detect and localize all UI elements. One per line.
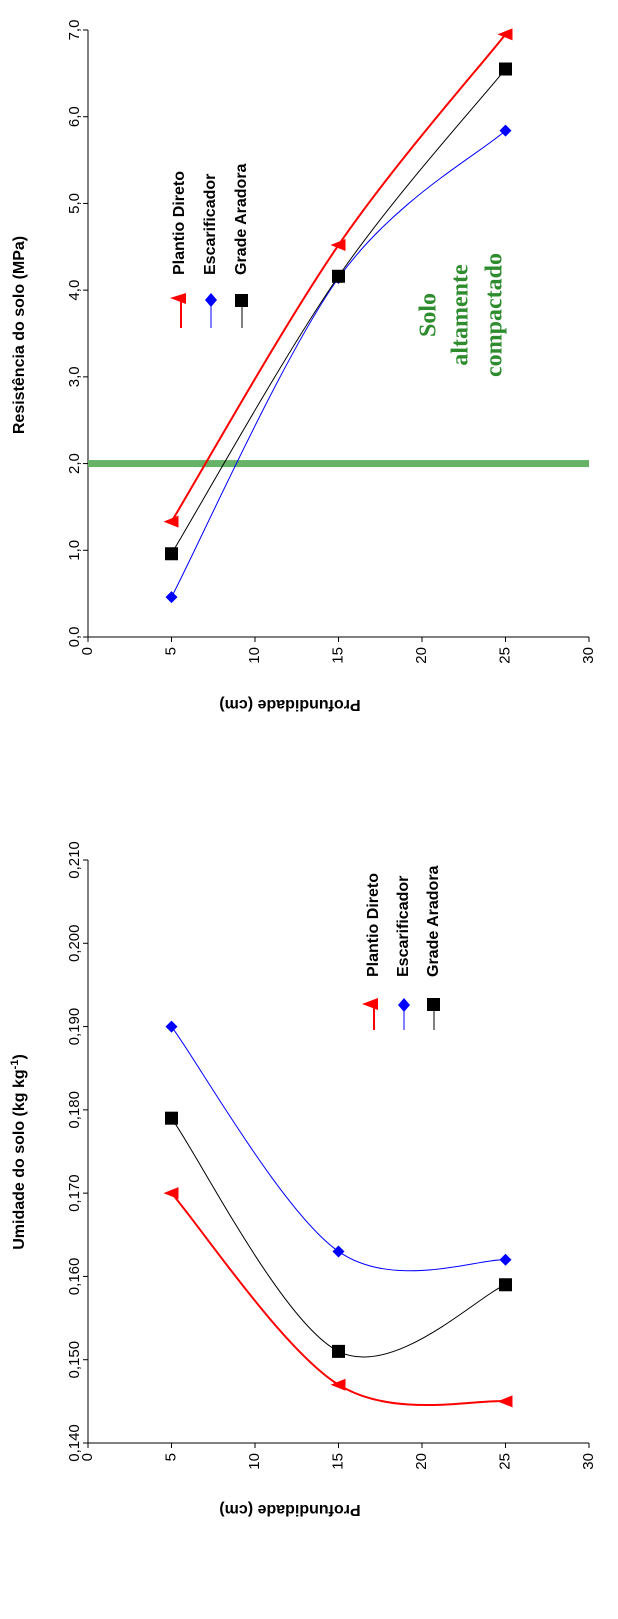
svg-text:compactado: compactado (482, 253, 508, 377)
data-point-diamond (499, 1253, 512, 1266)
data-point-square (499, 1278, 512, 1292)
legend-triangle-icon (170, 293, 186, 304)
chart-resistance: 0 5 10 15 20 25 30 0,0 1,0 2,0 3,0 4,0 5,0 6,0 7,0 Res… (11, 20, 597, 713)
data-point-triangle (330, 1378, 346, 1391)
legend-label-escarificador: Escarificador (202, 174, 219, 275)
data-point-diamond (499, 124, 512, 137)
legend-diamond-icon (398, 998, 410, 1012)
compaction-threshold-line (88, 460, 589, 468)
y-tick-label: 1,0 (66, 540, 83, 561)
y-tick-label: 0,140 (66, 1424, 83, 1462)
x-tick-label: 30 (580, 1453, 597, 1470)
data-point-square (332, 269, 345, 283)
series-line-triangle (170, 1192, 506, 1407)
chart-moisture: 0 5 10 15 20 25 30 0,140 0,150 0,160 0,170 0,180 0,1… (9, 841, 597, 1518)
x-tick-label: 15 (329, 1453, 346, 1470)
legend-diamond-icon (205, 293, 217, 307)
series-line-diamond (171, 130, 506, 598)
legend-label-escarificador: Escarificador (395, 876, 412, 977)
y-axis-title-resistance: Resistência do solo (MPa) (11, 236, 28, 434)
data-point-diamond (332, 1245, 345, 1258)
annotation-compacted-soil: Solo altamente compactado (416, 253, 508, 377)
data-point-triangle (163, 515, 179, 528)
y-tick-label: 0,200 (66, 925, 83, 963)
legend-moisture: Plantio Direto Escarificador Grade Arado… (362, 865, 442, 1030)
series-line-diamond (171, 1026, 506, 1272)
y-axis-title-moisture: Umidade do solo (kg kg-1) (9, 1054, 28, 1250)
y-tick-label: 3,0 (66, 366, 83, 387)
legend-label-grade: Grade Aradora (425, 865, 442, 977)
x-tick-label: 15 (329, 647, 346, 664)
data-point-triangle (330, 239, 346, 252)
y-tick-label: 0,210 (66, 841, 83, 879)
series-line-square (171, 1117, 506, 1358)
data-point-triangle (163, 1187, 179, 1200)
legend-square-icon (235, 294, 248, 307)
x-tick-label: 0 (79, 647, 96, 655)
svg-text:Solo: Solo (416, 293, 442, 337)
x-tick-label: 25 (496, 647, 513, 664)
y-tick-label: 7,0 (66, 20, 83, 41)
data-point-diamond (165, 1020, 178, 1033)
data-point-square (332, 1344, 345, 1358)
x-axis-title-depth: Profundidade (cm) (219, 696, 360, 713)
x-tick-label: 5 (162, 1453, 179, 1461)
x-tick-label: 20 (413, 647, 430, 664)
y-tick-label: 0,180 (66, 1091, 83, 1129)
x-tick-label: 25 (496, 1453, 513, 1470)
legend-resistance: Plantio Direto Escarificador Grade Arado… (170, 163, 250, 328)
y-tick-label: 0,160 (66, 1258, 83, 1296)
x-tick-label: 0 (79, 1453, 96, 1461)
legend-triangle-icon (362, 998, 378, 1010)
x-tick-label: 10 (246, 1453, 263, 1470)
y-tick-label: 0,0 (66, 627, 83, 648)
y-tick-label: 0,190 (66, 1008, 83, 1046)
y-tick-label: 0,150 (66, 1341, 83, 1379)
x-axis-title-depth: Profundidade (cm) (219, 1501, 360, 1518)
data-point-triangle (497, 1395, 513, 1408)
x-tick-label: 20 (413, 1453, 430, 1470)
data-point-diamond (165, 591, 178, 604)
y-tick-label: 0,170 (66, 1174, 83, 1212)
svg-text:altamente: altamente (448, 264, 474, 366)
x-tick-label: 30 (580, 647, 597, 664)
x-tick-label: 10 (246, 647, 263, 664)
legend-label-plantio: Plantio Direto (171, 171, 188, 275)
data-point-triangle (497, 28, 513, 41)
data-point-square (165, 547, 178, 561)
y-tick-label: 2,0 (66, 453, 83, 474)
data-point-square (165, 1111, 178, 1125)
legend-label-plantio: Plantio Direto (365, 873, 382, 977)
y-tick-label: 6,0 (66, 106, 83, 127)
y-tick-label: 4,0 (66, 280, 83, 301)
legend-label-grade: Grade Aradora (233, 163, 250, 275)
data-point-square (499, 62, 512, 76)
legend-square-icon (427, 998, 440, 1011)
y-tick-label: 5,0 (66, 193, 83, 214)
x-tick-label: 5 (162, 647, 179, 655)
